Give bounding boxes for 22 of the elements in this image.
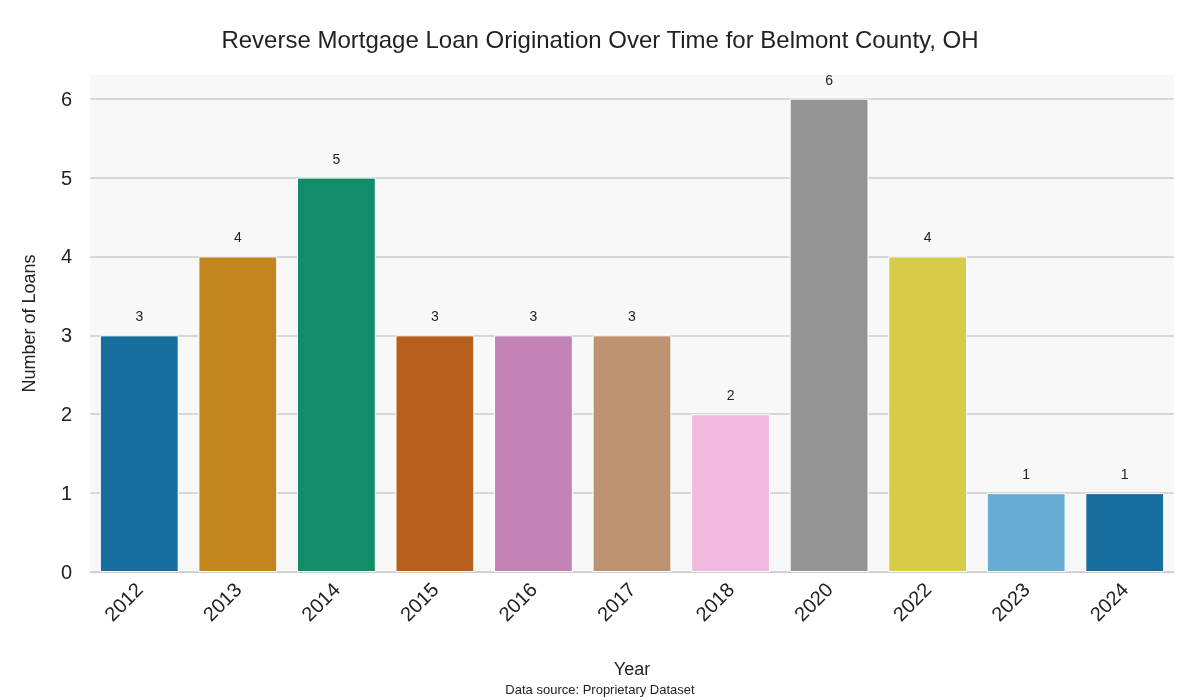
data-label: 1 <box>1120 466 1129 483</box>
data-label: 4 <box>233 229 242 246</box>
y-tick-label: 4 <box>60 245 72 268</box>
data-label: 2 <box>726 387 735 404</box>
x-axis-title: Year <box>613 659 651 679</box>
y-tick-label: 1 <box>60 482 72 505</box>
y-tick-label: 6 <box>60 87 72 110</box>
y-tick-label: 2 <box>60 403 72 426</box>
data-label: 6 <box>825 71 834 88</box>
y-tick-label: 5 <box>60 166 72 189</box>
y-tick-label: 0 <box>60 561 72 583</box>
data-label: 3 <box>431 308 440 325</box>
data-label: 3 <box>628 308 637 325</box>
data-label: 5 <box>332 150 341 167</box>
y-axis-title: Number of Loans <box>19 254 39 393</box>
chart-title: Reverse Mortgage Loan Origination Over Time for Belmont County, OH <box>221 25 979 53</box>
source-note: Data source: Proprietary Dataset <box>505 682 696 697</box>
data-label: 4 <box>923 229 932 246</box>
data-label: 3 <box>135 308 144 325</box>
y-tick-label: 3 <box>60 324 72 347</box>
data-label: 3 <box>529 308 538 325</box>
data-label: 1 <box>1022 466 1031 483</box>
